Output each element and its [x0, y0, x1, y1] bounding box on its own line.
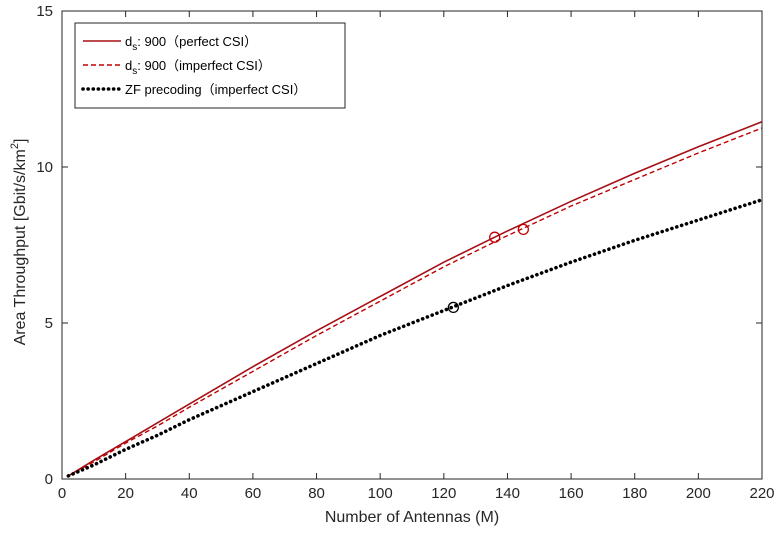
x-tick-label: 40	[181, 485, 198, 502]
series-layer	[66, 121, 762, 478]
marker-2	[447, 301, 460, 314]
y-axis-label-end: ]	[12, 139, 29, 143]
axes-box	[61, 10, 763, 480]
x-tick-label: 80	[308, 485, 325, 502]
series-line-0	[67, 121, 762, 477]
x-axis-label: Number of Antennas (M)	[325, 509, 499, 526]
y-tick-label: 5	[45, 315, 53, 332]
legend: ds: 900（perfect CSI）ds: 900（imperfect CS…	[74, 22, 346, 109]
x-tick-label: 120	[431, 485, 456, 502]
x-tick-label: 0	[58, 485, 66, 502]
legend-label-sub: s	[132, 42, 137, 53]
legend-label-0: ds: 900（perfect CSI）	[125, 34, 257, 53]
x-tick-label: 200	[686, 485, 711, 502]
legend-label-main: ZF precoding（imperfect CSI）	[125, 82, 306, 97]
y-tick-label: 10	[36, 159, 53, 176]
x-tick-label: 220	[749, 485, 774, 502]
x-tick-label: 100	[368, 485, 393, 502]
marker-layer	[447, 223, 530, 314]
x-tick-label: 20	[117, 485, 134, 502]
x-tick-label: 60	[245, 485, 262, 502]
legend-label-rest: : 900（perfect CSI）	[137, 34, 257, 49]
legend-label-main: d	[125, 58, 132, 73]
y-axis-label-sup: 2	[9, 143, 21, 149]
x-tick-label: 180	[622, 485, 647, 502]
x-tick-label: 140	[495, 485, 520, 502]
marker-1	[517, 223, 530, 236]
series-line-1	[68, 127, 762, 477]
y-axis-label: Area Throughput [Gbit/s/km2]	[9, 139, 29, 346]
y-tick-label: 15	[36, 3, 53, 20]
marker-0	[489, 231, 501, 243]
y-tick-label: 0	[45, 471, 53, 488]
y-axis-label-main: Area Throughput [Gbit/s/km	[12, 149, 29, 345]
legend-label-main: d	[125, 34, 132, 49]
x-tick-label: 160	[559, 485, 584, 502]
legend-label-2: ZF precoding（imperfect CSI）	[125, 82, 306, 97]
series-line-2	[66, 197, 762, 478]
legend-label-1: ds: 900（imperfect CSI）	[125, 58, 271, 77]
axes-layer: 0 20 40 60 80 100 120 140 160 180 200 220 0 5 10 15	[36, 3, 774, 502]
legend-label-rest: : 900（imperfect CSI）	[137, 58, 271, 73]
legend-label-sub: s	[132, 66, 137, 77]
